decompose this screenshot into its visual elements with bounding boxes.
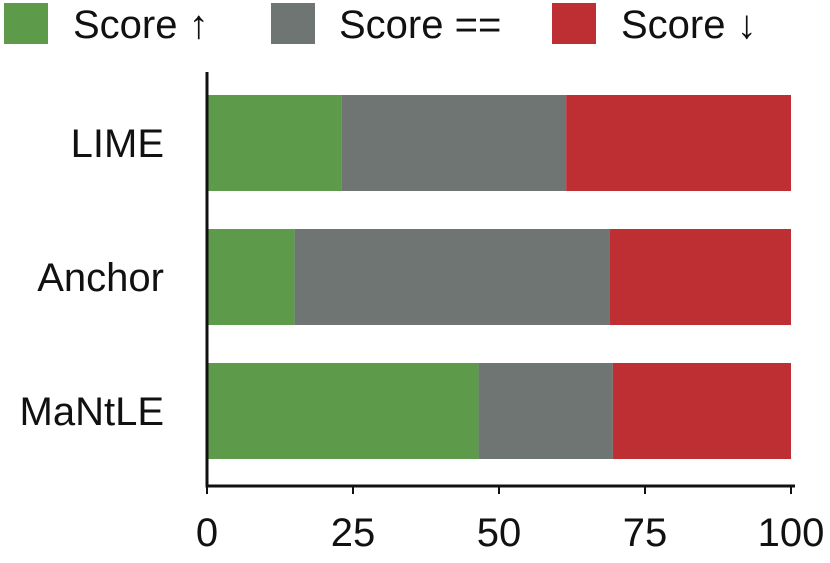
bar-lime-series-1	[341, 95, 567, 191]
bar-lime-series-0	[207, 95, 342, 191]
bar-anchor-series-1	[294, 229, 610, 325]
bar-lime-series-2	[566, 95, 791, 191]
x-tick-label-25: 25	[331, 511, 376, 555]
category-label-mantle: MaNtLE	[20, 390, 165, 434]
bars	[207, 95, 791, 459]
axes: 0 25 50 75 100	[196, 72, 825, 555]
legend-label-2: Score ↓	[621, 3, 757, 47]
legend-label-1: Score ==	[339, 3, 501, 47]
x-tick-label-0: 0	[196, 511, 218, 555]
legend: Score ↑ Score == Score ↓	[4, 3, 757, 47]
category-label-anchor: Anchor	[37, 256, 164, 300]
bar-mantle-series-0	[207, 363, 479, 459]
legend-swatch-1	[271, 3, 315, 44]
bar-mantle-series-2	[612, 363, 791, 459]
category-labels: LIME Anchor MaNtLE	[20, 122, 165, 434]
bar-mantle-series-1	[478, 363, 613, 459]
x-tick-label-50: 50	[477, 511, 522, 555]
bar-anchor-series-0	[207, 229, 295, 325]
bar-anchor-series-2	[609, 229, 791, 325]
legend-swatch-2	[552, 3, 596, 44]
x-tick-label-75: 75	[623, 511, 668, 555]
legend-label-0: Score ↑	[73, 3, 209, 47]
x-tick-label-100: 100	[758, 511, 825, 555]
legend-swatch-0	[4, 3, 48, 44]
category-label-lime: LIME	[71, 122, 164, 166]
